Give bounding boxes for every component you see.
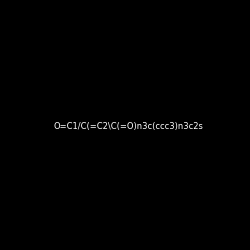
Text: O=C1/C(=C2\C(=O)n3c(ccc3)n3c2s: O=C1/C(=C2\C(=O)n3c(ccc3)n3c2s: [53, 122, 203, 131]
